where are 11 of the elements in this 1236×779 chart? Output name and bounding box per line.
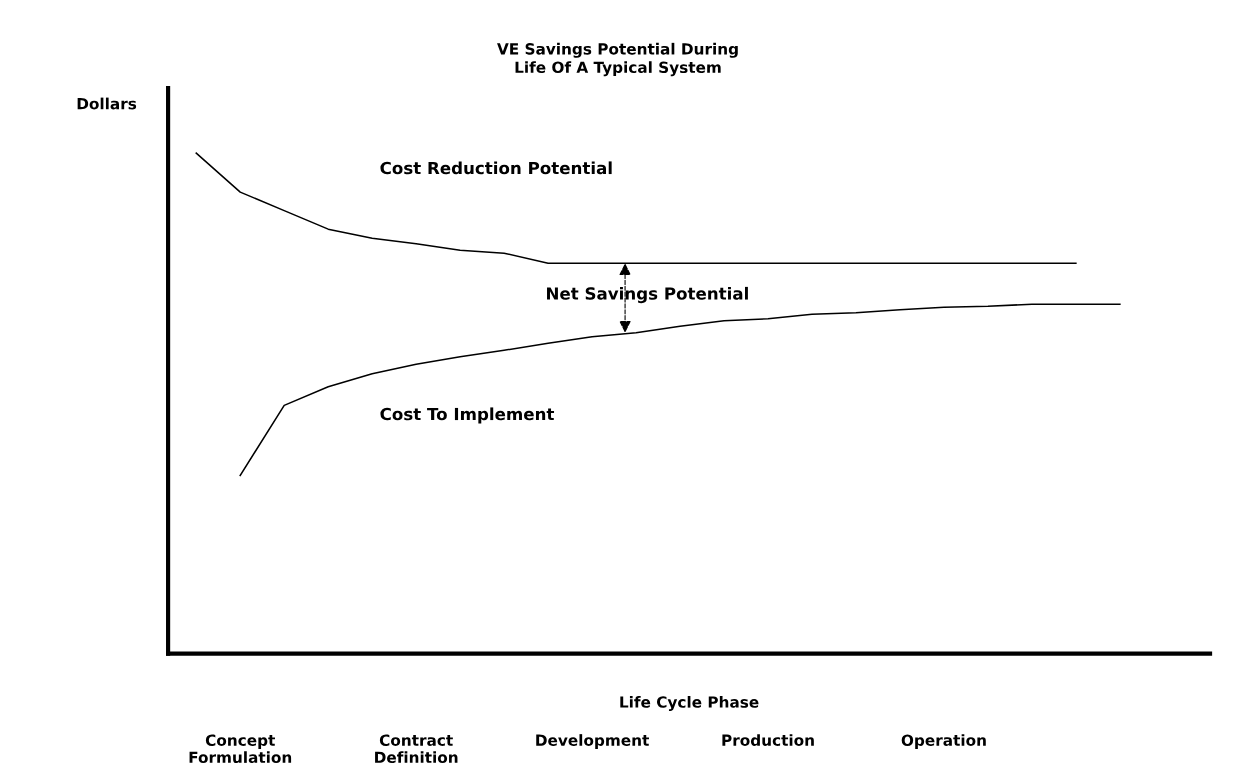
chart-title: VE Savings Potential During Life Of A Typical System <box>497 42 738 77</box>
x-tick-label: Operation <box>901 734 986 749</box>
annotation: Cost To Implement <box>380 407 555 424</box>
x-axis-title: Life Cycle Phase <box>620 696 759 711</box>
x-tick-label: Contract Definition <box>375 734 458 764</box>
x-tick-label: Development <box>536 734 649 749</box>
annotation: Cost Reduction Potential <box>380 161 612 175</box>
x-tick-label: Production <box>722 734 814 746</box>
x-tick-label: Concept Formulation <box>189 734 292 764</box>
annotation: Net Savings Potential <box>547 286 748 304</box>
y-axis-title: Dollars <box>77 97 137 110</box>
